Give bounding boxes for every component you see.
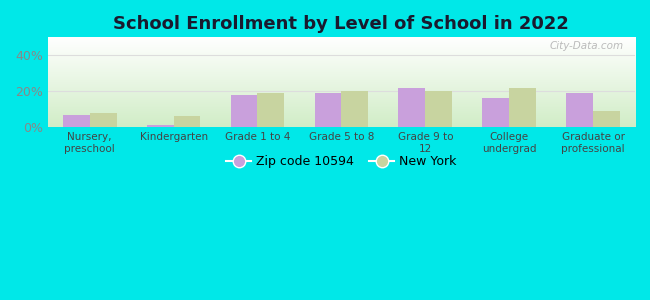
Bar: [90, 113, 116, 127]
Legend: Zip code 10594, New York: Zip code 10594, New York: [221, 150, 462, 173]
Bar: [231, 95, 257, 127]
Bar: [566, 93, 593, 127]
Bar: [174, 116, 200, 127]
Bar: [398, 88, 425, 127]
Title: School Enrollment by Level of School in 2022: School Enrollment by Level of School in …: [114, 15, 569, 33]
Bar: [425, 91, 452, 127]
Bar: [63, 115, 90, 127]
Bar: [593, 111, 620, 127]
Bar: [257, 93, 284, 127]
Text: City-Data.com: City-Data.com: [549, 41, 623, 51]
Bar: [341, 91, 368, 127]
Bar: [147, 125, 174, 127]
Bar: [482, 98, 509, 127]
Bar: [509, 88, 536, 127]
Bar: [315, 93, 341, 127]
